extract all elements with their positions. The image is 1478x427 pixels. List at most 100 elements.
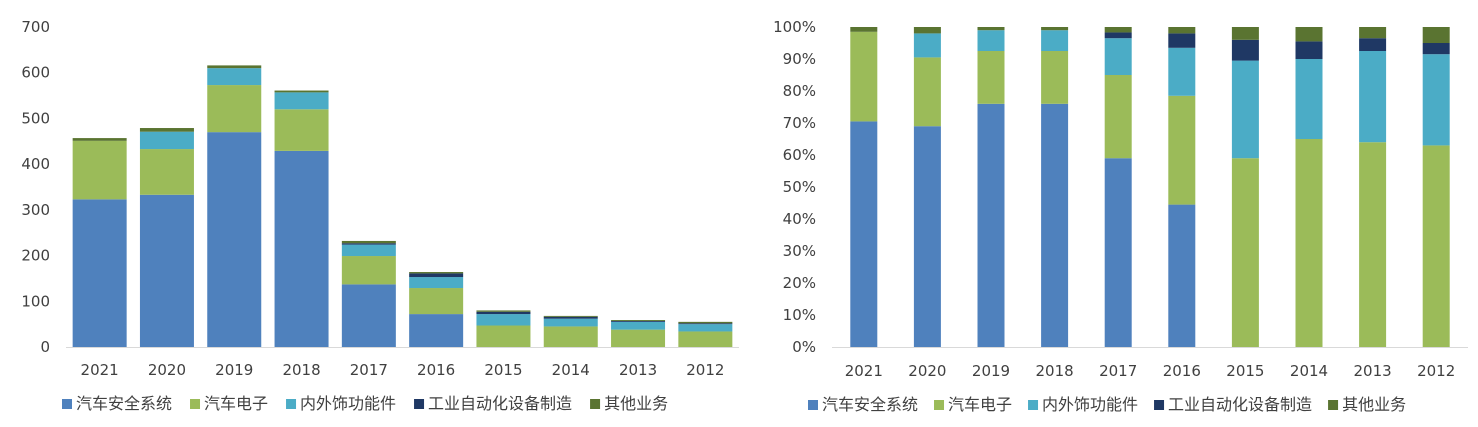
legend-swatch	[286, 399, 297, 409]
bar-segment	[913, 33, 941, 58]
bar-segment	[207, 85, 262, 133]
x-tick-label: 2013	[619, 361, 657, 379]
x-tick-label: 2012	[686, 361, 724, 379]
bar-segment	[1104, 38, 1132, 75]
bar-segment	[476, 310, 531, 312]
y-tick-label: 20%	[783, 274, 816, 292]
bar-segment	[1168, 33, 1196, 48]
legend-label: 工业自动化设备制造	[1168, 395, 1312, 414]
y-tick-label: 400	[21, 155, 50, 173]
bar-segment	[1422, 43, 1450, 55]
legend: 汽车安全系统 汽车电子 内外饰功能件 工业自动化设备制造 其他业务	[808, 395, 1406, 414]
legend-label: 汽车电子	[948, 395, 1012, 414]
legend-item: 汽车安全系统	[62, 394, 172, 413]
y-tick-label: 600	[21, 64, 50, 82]
bar-segment	[274, 150, 329, 347]
x-tick-label: 2015	[1226, 362, 1264, 380]
legend-swatch	[808, 400, 818, 410]
bar-segment	[913, 27, 941, 34]
bar-segment	[1295, 41, 1323, 59]
y-tick-label: 200	[21, 247, 50, 265]
bar-segment	[476, 314, 531, 326]
bar-segment	[1041, 27, 1069, 31]
bar-segment	[341, 256, 396, 285]
y-tick-label: 90%	[783, 50, 816, 68]
y-axis: 0% 10% 20% 30% 40% 50% 60% 70% 80% 90% 100%	[773, 18, 816, 356]
legend-swatch	[190, 399, 201, 409]
bar-segment	[341, 284, 396, 347]
y-tick-label: 30%	[783, 242, 816, 260]
y-tick-label: 0%	[792, 338, 816, 356]
bar-segment	[678, 324, 733, 332]
x-tick-label: 2012	[1417, 362, 1455, 380]
bar-segment	[977, 27, 1005, 31]
legend-item: 内外饰功能件	[286, 394, 396, 413]
legend-item: 汽车电子	[190, 394, 268, 413]
bar-segment	[409, 273, 464, 278]
bar-segment	[1359, 142, 1387, 347]
bar-segment	[1231, 60, 1259, 159]
bar-segment	[139, 194, 194, 347]
bar-segment	[1422, 145, 1450, 347]
bar-segment	[1168, 204, 1196, 347]
x-tick-label: 2018	[282, 361, 320, 379]
x-tick-label: 2015	[484, 361, 522, 379]
x-tick-label: 2013	[1354, 362, 1392, 380]
bar-segment	[1168, 27, 1196, 34]
bar-segment	[72, 140, 127, 200]
x-tick-label: 2021	[81, 361, 119, 379]
legend-swatch	[1154, 400, 1165, 410]
bar-segment	[611, 329, 666, 347]
legend-item: 汽车安全系统	[808, 395, 918, 414]
bar-segment	[274, 109, 329, 151]
y-tick-label: 70%	[783, 114, 816, 132]
percentage-share-stacked-bar-chart: 0%10%20%30%40%50%60%70%80%90%100%2021 202…	[773, 18, 1468, 414]
y-tick-label: 100%	[773, 18, 816, 36]
bar-segment	[977, 51, 1005, 104]
x-tick-label: 2014	[1290, 362, 1328, 380]
legend-swatch	[1328, 400, 1339, 410]
legend-swatch	[934, 400, 945, 410]
bar-segment	[913, 57, 941, 127]
legend-label: 工业自动化设备制造	[428, 394, 572, 413]
bar-segment	[1041, 30, 1069, 51]
legend-item: 内外饰功能件	[1028, 395, 1138, 414]
legend-item: 工业自动化设备制造	[414, 394, 572, 413]
legend-swatch	[1028, 400, 1039, 410]
bar-segment	[409, 272, 464, 274]
bar-segment	[1231, 39, 1259, 61]
y-tick-label: 500	[21, 109, 50, 127]
bar-segment	[1168, 47, 1196, 96]
bar-segment	[850, 121, 878, 348]
bar-segment	[1041, 51, 1069, 104]
y-tick-label: 300	[21, 201, 50, 219]
x-axis: 2021 2020 2019 2018 2017 2016 2015 2014 2013 2012	[845, 362, 1456, 380]
legend-label: 内外饰功能件	[300, 394, 396, 413]
bar-segment	[139, 149, 194, 195]
bar-segment	[1041, 103, 1069, 347]
legend-swatch	[590, 399, 601, 409]
bar-segment	[913, 126, 941, 347]
bar-segment	[678, 323, 733, 325]
bar-segment	[207, 68, 262, 86]
y-tick-label: 60%	[783, 146, 816, 164]
bar-segment	[1231, 158, 1259, 347]
bar-segment	[611, 320, 666, 322]
x-tick-label: 2020	[148, 361, 186, 379]
x-axis: 2021 2020 2019 2018 2017 2016 2015 2014 2013 2012	[81, 361, 725, 379]
bar-segment	[274, 92, 329, 110]
bar-segment	[611, 320, 666, 321]
legend-item: 工业自动化设备制造	[1154, 395, 1312, 414]
bar-segment	[1104, 158, 1132, 347]
y-tick-label: 700	[21, 18, 50, 36]
bar-segment	[1359, 51, 1387, 143]
x-tick-label: 2016	[417, 361, 455, 379]
bar-segment	[1295, 59, 1323, 139]
legend-label: 其他业务	[1342, 395, 1406, 414]
legend-label: 汽车安全系统	[822, 395, 918, 414]
bar-segment	[207, 132, 262, 347]
bar-segment	[1422, 54, 1450, 146]
x-tick-label: 2021	[845, 362, 883, 380]
bar-segment	[207, 65, 262, 69]
bar-segment	[72, 138, 127, 141]
